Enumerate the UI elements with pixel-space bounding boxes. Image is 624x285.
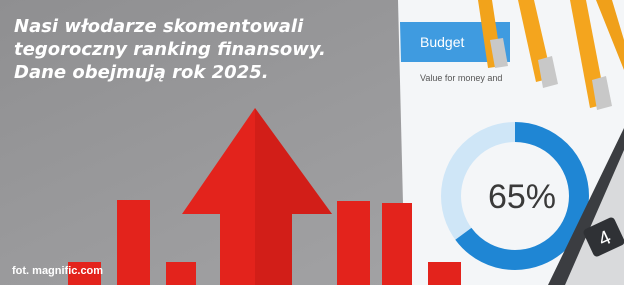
card-title: Budget [420, 34, 464, 50]
donut-label: 65% [488, 178, 556, 216]
photo-credit: fot. magnific.com [12, 265, 103, 277]
page: {"headline": ["Nasi włodarze skomentowal… [0, 0, 624, 285]
headline-line: Dane obejmują rok 2025. [14, 62, 269, 83]
photo: Budget Value for money and 65% 4 Nasi wł… [0, 0, 624, 285]
headline-line: tegoroczny ranking finansowy. [14, 39, 326, 60]
headline-line: Nasi włodarze skomentowali [14, 16, 304, 37]
card-subtitle: Value for money and [420, 73, 502, 83]
